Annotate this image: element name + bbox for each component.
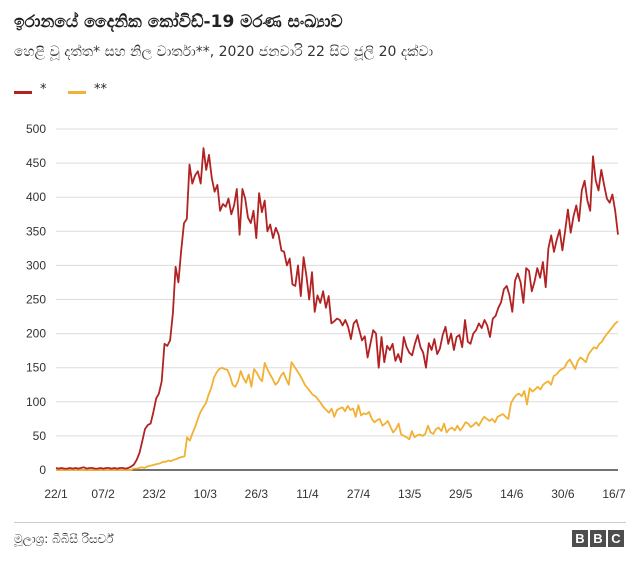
x-tick-label: 07/2 <box>91 487 115 500</box>
y-tick-label: 250 <box>26 293 46 307</box>
y-tick-label: 500 <box>26 122 46 136</box>
chart-subtitle: හෙළි වූ දත්ත* සහ නිල වාර්තා**, 2020 ජනවා… <box>14 44 434 60</box>
footer-divider <box>14 522 626 523</box>
legend-swatch-series-1 <box>14 91 32 94</box>
chart-title: ඉරානයේ දෛනික කෝවිඩ්-19 මරණ සංඛ්‍යාව <box>14 12 343 32</box>
x-tick-label: 11/4 <box>296 487 319 500</box>
legend-swatch-series-2 <box>68 91 86 94</box>
legend-label-series-2: ** <box>94 82 107 97</box>
x-tick-label: 13/5 <box>398 487 422 500</box>
y-tick-label: 150 <box>26 361 46 375</box>
y-tick-label: 450 <box>26 156 46 170</box>
y-tick-label: 200 <box>26 327 46 341</box>
bbc-logo-letter: C <box>608 530 624 547</box>
x-tick-label: 27/4 <box>347 487 371 500</box>
series-line-2 <box>56 320 619 471</box>
y-tick-label: 0 <box>39 463 46 477</box>
x-tick-label: 30/6 <box>551 487 575 500</box>
y-tick-label: 350 <box>26 224 46 238</box>
y-tick-label: 400 <box>26 190 46 204</box>
series-line-1 <box>55 147 619 470</box>
x-tick-label: 16/7 <box>602 487 626 500</box>
bbc-logo-letter: B <box>590 530 606 547</box>
x-tick-label: 23/2 <box>143 487 167 500</box>
y-tick-label: 300 <box>26 258 46 272</box>
x-tick-label: 10/3 <box>194 487 218 500</box>
x-tick-label: 29/5 <box>449 487 473 500</box>
x-tick-label: 26/3 <box>245 487 269 500</box>
y-tick-label: 50 <box>33 429 47 443</box>
x-tick-label: 14/6 <box>500 487 524 500</box>
bbc-logo-letter: B <box>572 530 588 547</box>
source-note: මූලාශ්‍ර: බීබීසී රිසර්ච් <box>14 532 114 546</box>
line-chart: 0 50 100 150 200 250 300 350 400 450 500 22/1 07/2 23… <box>26 122 626 500</box>
x-tick-label: 22/1 <box>44 487 68 500</box>
legend-label-series-1: * <box>40 82 47 97</box>
y-tick-label: 100 <box>26 395 46 409</box>
